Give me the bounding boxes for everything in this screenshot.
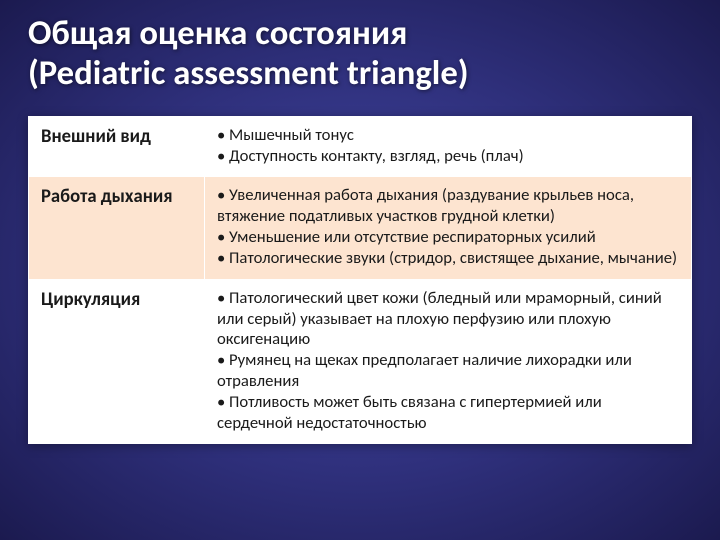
assessment-table: Внешний вид• Мышечный тонус• Доступность… [28,116,692,445]
row-content: • Мышечный тонус• Доступность контакту, … [205,116,692,177]
bullet-item: • Увеличенная работа дыхания (раздувание… [217,185,679,227]
row-label: Циркуляция [29,279,205,444]
bullet-item: • Доступность контакту, взгляд, речь (пл… [217,146,679,167]
bullet-item: • Уменьшение или отсутствие респираторны… [217,227,679,248]
title-line1: Общая оценка состояния [28,14,692,54]
row-content: • Патологический цвет кожи (бледный или … [205,279,692,444]
bullet-item: • Патологический цвет кожи (бледный или … [217,288,679,350]
row-content: • Увеличенная работа дыхания (раздувание… [205,177,692,279]
title-line2: (Pediatric assessment triangle) [28,54,692,94]
row-label: Внешний вид [29,116,205,177]
bullet-item: • Румянец на щеках предполагает наличие … [217,350,679,392]
bullet-item: • Мышечный тонус [217,125,679,146]
table-row: Работа дыхания • Увеличенная работа дыхан… [29,177,692,279]
table-row: Циркуляция• Патологический цвет кожи (бл… [29,279,692,444]
bullet-item: • Патологические звуки (стридор, свистящ… [217,248,679,269]
slide-title: Общая оценка состояния (Pediatric assess… [28,14,692,94]
table-row: Внешний вид• Мышечный тонус• Доступность… [29,116,692,177]
row-label: Работа дыхания [29,177,205,279]
bullet-item: • Потливость может быть связана с гиперт… [217,392,679,434]
